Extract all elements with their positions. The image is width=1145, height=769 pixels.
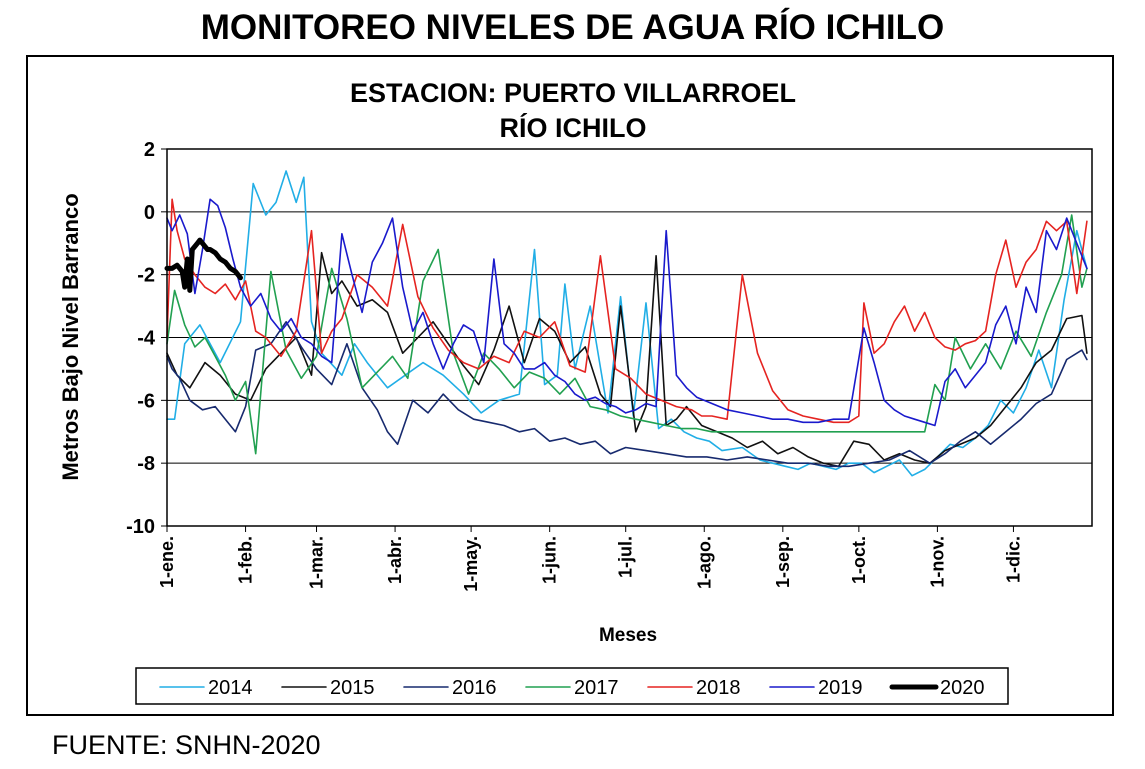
chart-subtitle: RÍO ICHILO [500, 112, 647, 143]
x-tick-label: 1-mar. [307, 536, 327, 589]
data-series [164, 170, 1088, 477]
x-tick-label: 1-feb. [236, 536, 256, 584]
series-line-2018 [166, 198, 1088, 424]
source-note: FUENTE: SNHN-2020 [52, 730, 321, 760]
legend-label-2017: 2017 [574, 677, 619, 699]
series-line-2014 [166, 170, 1088, 477]
y-tick-label: -8 [137, 453, 155, 475]
series-line-2019 [166, 198, 1088, 427]
y-axis-label: Metros Bajo Nivel Barranco [58, 193, 83, 480]
x-tick-label: 1-may. [461, 536, 481, 592]
legend-label-2019: 2019 [818, 677, 863, 699]
x-tick-label: 1-abr. [385, 536, 405, 584]
legend-label-2020: 2020 [940, 677, 985, 699]
x-tick-label: 1-ene. [157, 536, 177, 588]
x-axis-label: Meses [599, 625, 657, 646]
series-line-2017 [166, 214, 1088, 455]
y-tick-label: -4 [137, 328, 156, 350]
y-tick-label: -6 [137, 390, 155, 412]
y-tick-label: -2 [137, 265, 155, 287]
legend-label-2014: 2014 [208, 677, 253, 699]
x-tick-label: 1-jul. [616, 536, 636, 578]
chart-title: ESTACION: PUERTO VILLARROEL [350, 78, 796, 108]
legend-label-2015: 2015 [330, 677, 375, 699]
x-tick-label: 1-oct. [849, 536, 869, 584]
y-tick-label: 2 [144, 139, 155, 161]
page-title: MONITOREO NIVELES DE AGUA RÍO ICHILO [200, 8, 945, 47]
legend: 2014 2015 2016 2017 2018 2019 2020 [159, 677, 985, 699]
x-tick-label: 1-nov. [927, 536, 947, 588]
chart-frame: ESTACION: PUERTO VILLARROEL RÍO ICHILO 2… [26, 55, 1114, 716]
line-chart: ESTACION: PUERTO VILLARROEL RÍO ICHILO 2… [58, 78, 1093, 705]
x-tick-label: 1-jun. [540, 536, 560, 584]
legend-label-2016: 2016 [452, 677, 497, 699]
y-tick-label: 0 [144, 202, 155, 224]
x-axis-ticks: 1-ene. 1-feb. 1-mar. 1-abr. 1-may. 1-jun. 1-ju… [157, 526, 1023, 592]
x-tick-label: 1-ago. [694, 536, 714, 589]
series-line-2015 [166, 251, 1088, 468]
series-line-2020 [164, 237, 243, 293]
x-tick-label: 1-sep. [773, 536, 793, 588]
y-tick-label: -10 [126, 516, 155, 538]
x-tick-label: 1-dic. [1003, 536, 1023, 583]
legend-label-2018: 2018 [696, 677, 741, 699]
legend-box [135, 667, 1009, 705]
y-axis-ticks: 2 0 -2 -4 -6 -8 -10 [126, 139, 167, 538]
